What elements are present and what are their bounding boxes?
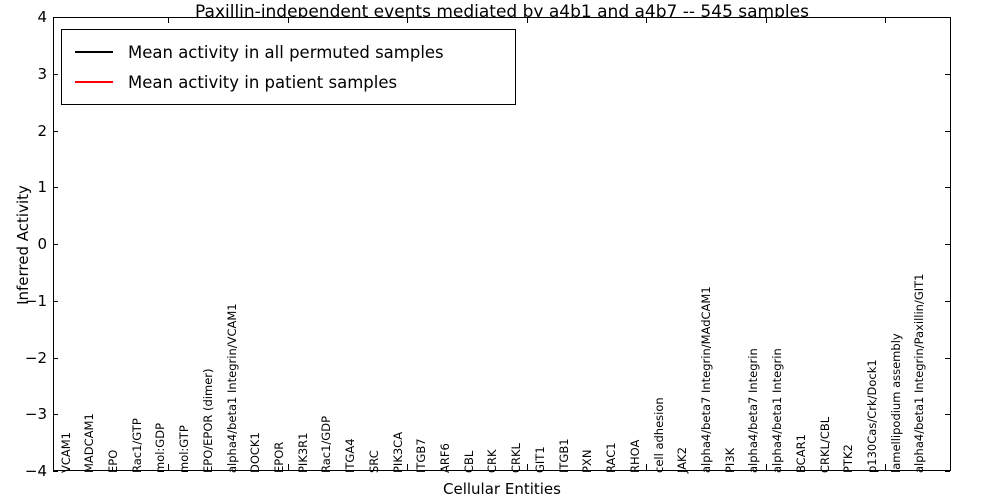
x-tick-label: VCAM1 [58,431,73,473]
x-tick-label: CRKL [509,443,524,473]
x-tick-label: Rac1/GTP [129,418,144,473]
x-tick-label: RAC1 [604,442,619,473]
x-tick-label: CRK [485,449,500,473]
x-tick-mark [766,464,767,470]
x-tick-mark [885,464,886,470]
x-tick-label: MADCAM1 [82,413,97,473]
x-tick-label: PXN [580,449,595,473]
y-tick-label: −4 [24,462,47,480]
y-tick-label: −3 [24,405,47,424]
x-tick-label: CBL [461,450,476,473]
y-tick-mark [945,17,950,18]
x-tick-label: JAK2 [675,447,690,473]
x-tick-label: SRC [366,450,381,473]
y-tick-label: 2 [37,121,47,140]
x-tick-label: EPOR [271,441,286,473]
y-tick-mark [53,244,58,245]
y-tick-mark [945,414,950,416]
y-tick-mark [53,300,58,302]
y-tick-mark [53,414,58,416]
x-tick-mark [646,464,647,470]
x-tick-label: cell adhesion [651,397,666,473]
y-tick-mark [53,187,58,189]
y-tick-mark [53,130,58,132]
x-tick-label: ARF6 [438,443,453,473]
x-tick-label: DOCK1 [248,432,263,473]
x-tick-label: mol:GDP [153,422,168,473]
x-tick-label: alpha4/beta7 Integrin [746,348,761,473]
x-tick-mark [288,464,289,470]
x-tick-label: p130Cas/Crk/Dock1 [864,359,879,473]
y-tick-mark [53,357,58,359]
x-tick-mark [646,17,647,23]
y-tick-label: −2 [24,348,47,367]
x-tick-label: PI3K [722,447,737,473]
x-tick-label: Rac1/GDP [319,415,334,473]
x-tick-label: alpha4/beta1 Integrin [770,348,785,473]
y-tick-label: 3 [37,64,47,83]
x-tick-mark [288,17,289,23]
x-tick-label: EPO [105,449,120,473]
x-tick-label: ITGA4 [343,438,358,473]
permuted-line-swatch [75,51,113,53]
x-tick-mark [168,17,169,23]
y-tick-label: 0 [37,235,47,253]
y-tick-mark [945,300,950,302]
x-tick-mark [885,17,886,23]
x-tick-mark [407,464,408,470]
y-tick-label: −1 [24,291,47,310]
legend-entry-patient: Mean activity in patient samples [62,67,515,97]
x-tick-mark [766,17,767,23]
y-tick-mark [945,471,950,472]
y-tick-mark [945,357,950,359]
y-tick-mark [945,130,950,132]
x-axis-label: Cellular Entities [443,480,561,498]
patient-line-swatch [75,81,113,83]
y-tick-mark [53,73,58,75]
y-tick-mark [945,187,950,189]
x-tick-label: alpha4/beta7 Integrin/MAdCAM1 [698,286,713,473]
x-tick-label: RHOA [627,439,642,473]
x-tick-label: BCAR1 [793,434,808,473]
x-tick-mark [527,17,528,23]
x-tick-label: CRKL/CBL [817,416,832,473]
x-tick-label: alpha4/beta1 Integrin/VCAM1 [224,303,239,473]
y-tick-label: 4 [37,8,47,26]
x-tick-label: PTK2 [841,444,856,473]
x-tick-mark [168,464,169,470]
legend-label: Mean activity in patient samples [128,72,398,92]
y-tick-mark [53,17,58,18]
x-tick-label: PIK3R1 [295,432,310,474]
x-tick-label: lamellipodium assembly [888,333,903,473]
x-tick-label: alpha4/beta1 Integrin/Paxillin/GIT1 [912,273,927,473]
legend: Mean activity in all permuted samples Me… [61,29,516,105]
x-tick-mark [407,17,408,23]
legend-label: Mean activity in all permuted samples [128,42,444,62]
x-tick-label: mol:GTP [177,425,192,473]
x-tick-label: ITGB1 [556,438,571,473]
y-tick-mark [945,244,950,245]
x-tick-label: ITGB7 [414,438,429,473]
y-tick-mark [53,471,58,472]
x-tick-mark [527,464,528,470]
legend-entry-permuted: Mean activity in all permuted samples [62,37,515,67]
x-tick-label: EPO/EPOR (dimer) [200,368,215,474]
x-tick-label: PIK3CA [390,431,405,473]
y-tick-mark [945,73,950,75]
y-tick-label: 1 [37,178,47,197]
x-tick-label: GIT1 [532,446,547,473]
